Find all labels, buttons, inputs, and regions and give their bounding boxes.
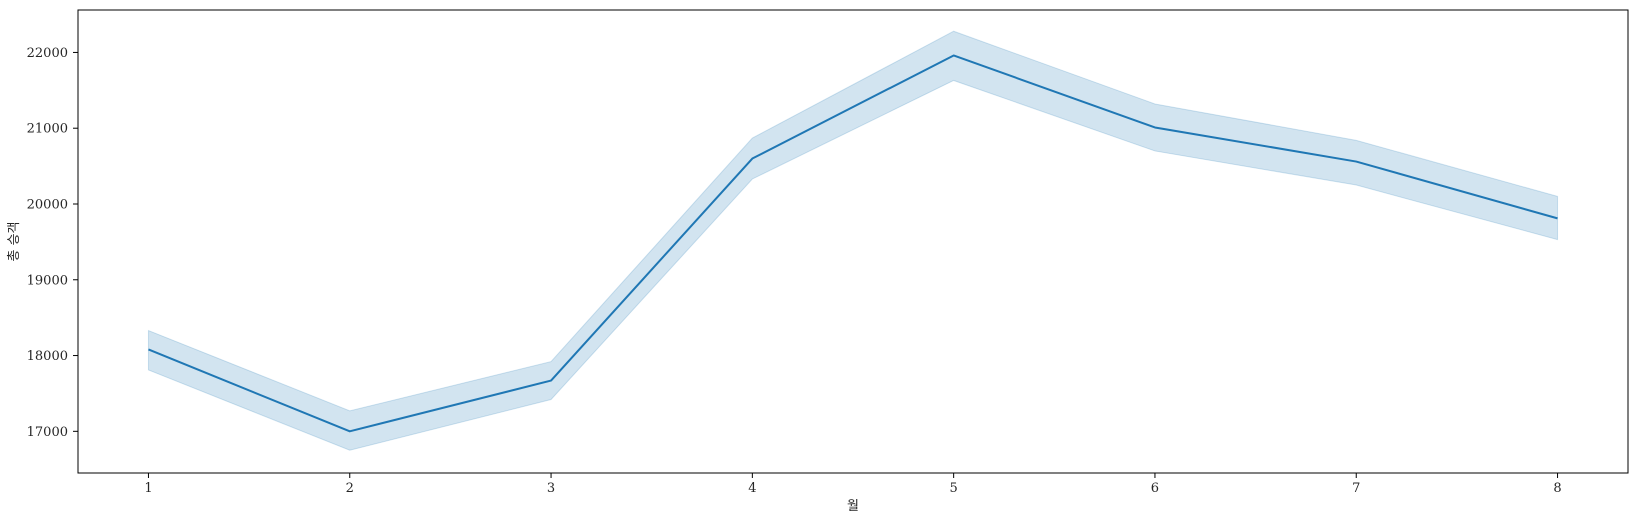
y-axis: 17000 18000 19000 20000 21000 22000 <box>27 46 78 440</box>
y-axis-label: 총 승객 <box>7 221 22 261</box>
y-tick-label: 22000 <box>27 46 68 61</box>
x-axis: 1 2 3 4 5 6 7 8 <box>144 473 1562 496</box>
y-tick-label: 17000 <box>27 425 68 440</box>
x-tick-label: 1 <box>144 481 152 496</box>
y-tick-label: 20000 <box>27 197 68 212</box>
x-tick-label: 4 <box>748 481 756 496</box>
x-tick-label: 7 <box>1352 481 1360 496</box>
x-tick-label: 3 <box>547 481 555 496</box>
y-tick-label: 18000 <box>27 349 68 364</box>
plot-frame <box>77 9 1629 474</box>
series-line-0 <box>148 54 1558 433</box>
y-tick-label: 19000 <box>27 273 68 288</box>
x-axis-label: 월 <box>847 499 859 514</box>
x-tick-label: 6 <box>1151 481 1159 496</box>
x-tick-label: 8 <box>1553 481 1561 496</box>
series-lines <box>148 54 1558 433</box>
x-tick-label: 2 <box>346 481 354 496</box>
confidence-band-0 <box>147 30 1559 451</box>
x-tick-label: 5 <box>950 481 958 496</box>
confidence-bands <box>147 30 1559 451</box>
y-tick-label: 21000 <box>27 122 68 137</box>
